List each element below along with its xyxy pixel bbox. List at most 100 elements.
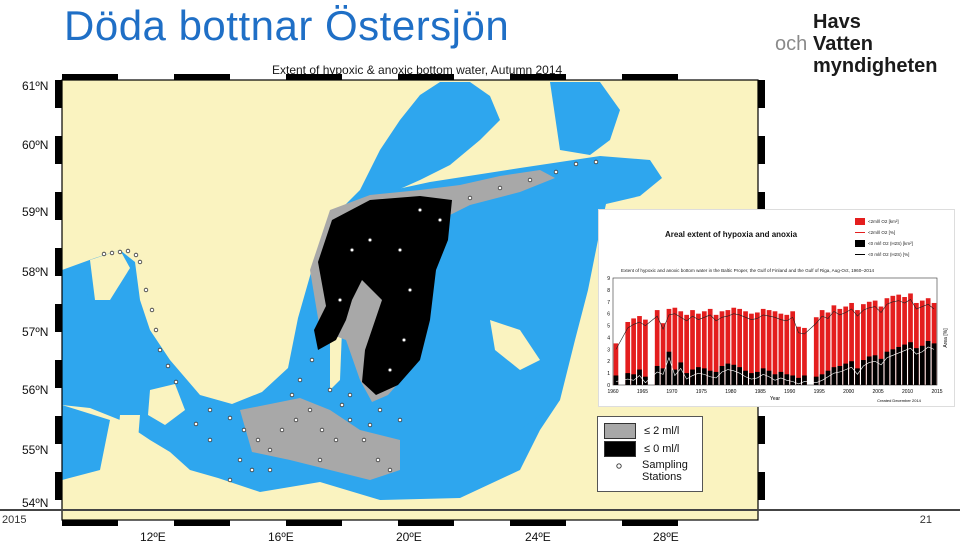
hypoxia-bar: [802, 327, 807, 385]
anoxia-bar: [896, 346, 902, 385]
legend-label-anoxic: ≤ 0 ml/l: [644, 443, 680, 455]
hypoxia-bar: [684, 314, 689, 385]
anoxia-bar: [831, 367, 837, 385]
inset-x-tick-label: 1975: [696, 389, 707, 395]
hypoxia-anoxia-inset-chart: Areal extent of hypoxia and anoxia <2ml/…: [598, 209, 955, 407]
anoxia-bar: [766, 370, 772, 385]
hypoxia-bar: [784, 314, 790, 385]
map-legend: ≤ 2 ml/l ≤ 0 ml/l Sampling Stations: [597, 416, 703, 492]
hypoxia-bar: [908, 293, 913, 385]
lat-label-56: 56ºN: [22, 383, 49, 397]
anoxia-bar: [760, 368, 766, 385]
lat-label-54: 54ºN: [22, 496, 49, 510]
inset-x-tick-label: 1995: [814, 389, 825, 395]
station-marker-icon: [604, 459, 634, 473]
hypoxic-swatch: [604, 423, 636, 439]
inset-y-tick-label: 4: [607, 335, 610, 341]
hypoxia-bar: [878, 306, 884, 385]
anoxia-bar: [678, 362, 684, 385]
legend-label-stations-1: Sampling: [642, 459, 688, 471]
inset-x-tick-label: 1960: [607, 389, 618, 395]
hypoxia-bar: [690, 310, 695, 385]
hypoxia-bar: [843, 306, 849, 385]
anoxia-bar: [837, 365, 843, 385]
hypoxia-bar: [701, 311, 707, 385]
hypoxia-bar: [855, 310, 860, 385]
anoxia-bar: [660, 368, 666, 385]
inset-x-tick-label: 1965: [637, 389, 648, 395]
hypoxia-bar: [713, 314, 719, 385]
map-title: Extent of hypoxic & anoxic bottom water,…: [272, 63, 563, 77]
inset-legend-label: <2ml/l O2 [km²]: [868, 219, 899, 224]
hypoxia-bar: [831, 305, 837, 385]
hypoxia-bar: [849, 302, 854, 385]
inset-x-tick-label: 2000: [843, 389, 854, 395]
footer-year: 2015: [2, 514, 27, 526]
hypoxia-bar: [813, 317, 819, 385]
anoxia-bar: [866, 356, 872, 385]
inset-legend-item: <0 ml/l O2 (H2S) [%]: [855, 249, 913, 260]
inset-y-tick-label: 7: [607, 300, 610, 306]
anoxia-bar: [772, 374, 778, 385]
hypoxia-bar: [631, 318, 636, 385]
inset-chart-legend: <2ml/l O2 [km²] <2ml/l O2 [%] <0 ml/l O2…: [855, 216, 913, 260]
anoxia-bar: [643, 376, 648, 385]
hypoxia-bar: [678, 311, 684, 385]
anoxia-bar: [802, 375, 807, 385]
lon-label-28: 28ºE: [653, 530, 679, 544]
lon-label-16: 16ºE: [268, 530, 294, 544]
hypoxia-bar: [819, 310, 825, 385]
inset-legend-item: <0 ml/l O2 (H2S) [km²]: [855, 238, 913, 249]
footer-divider: [0, 509, 960, 511]
inset-x-tick-label: 1970: [666, 389, 677, 395]
hypoxia-bar: [707, 308, 713, 385]
anoxia-bar: [707, 370, 713, 385]
hypoxia-bar: [625, 321, 631, 385]
hypoxia-bar: [760, 308, 766, 385]
anoxia-bar: [825, 370, 831, 385]
inset-x-tick-label: 1980: [725, 389, 736, 395]
hypoxia-bar: [890, 295, 896, 385]
inset-created-note: Created December 2014: [877, 398, 922, 403]
anoxia-bar: [731, 364, 737, 385]
anoxia-bar: [925, 341, 931, 385]
logo-prefix: och: [775, 33, 808, 55]
inset-chart-subtitle: Extent of hypoxic and anoxic bottom wate…: [621, 268, 875, 273]
hypoxia-bar: [743, 311, 748, 385]
anoxic-area: [314, 196, 452, 395]
anoxia-bar: [790, 375, 796, 385]
anoxia-bar: [696, 367, 701, 385]
havs-och-vatten-logo: och Havs Vatten myndigheten: [775, 12, 945, 76]
inset-legend-label: <0 ml/l O2 (H2S) [km²]: [868, 241, 913, 246]
hypoxia-bar: [754, 312, 760, 385]
anoxia-bar: [931, 343, 937, 385]
lat-label-55: 55ºN: [22, 443, 49, 457]
anoxia-bar: [613, 375, 619, 385]
inset-x-tick-label: 1985: [755, 389, 766, 395]
anoxia-bar: [878, 358, 884, 385]
slide-title: Döda bottnar Östersjön: [64, 2, 510, 49]
hypoxia-percent-line: [615, 299, 935, 350]
inset-x-tick-label: 2015: [931, 389, 942, 395]
anoxia-bar: [654, 365, 660, 385]
inset-chart-plot: 1960 1965 1970 1975 1980 1985 1990 1995 2000 2005…: [607, 276, 949, 403]
hypoxia-bar: [731, 307, 737, 385]
inset-y-right-label: Area [%]: [943, 328, 949, 348]
anoxia-bar: [796, 377, 801, 385]
inset-legend-label: <0 ml/l O2 (H2S) [%]: [868, 252, 910, 257]
anoxia-bar: [666, 351, 672, 385]
sampling-stations: [101, 159, 599, 483]
anoxia-bar: [914, 348, 919, 385]
anoxia-bar: [672, 369, 678, 385]
anoxia-bar: [908, 342, 913, 385]
inset-legend-item: <2ml/l O2 [%]: [855, 227, 913, 238]
hypoxia-bar: [896, 294, 902, 385]
anoxia-bar: [725, 363, 731, 385]
legend-label-stations-2: Stations: [642, 471, 682, 483]
anoxia-bar: [719, 365, 725, 385]
lat-label-61: 61ºN: [22, 79, 49, 93]
hypoxia-bar: [861, 304, 866, 385]
hypoxia-bar: [654, 310, 660, 385]
anoxia-bar: [754, 371, 760, 385]
anoxia-bar: [884, 351, 890, 385]
